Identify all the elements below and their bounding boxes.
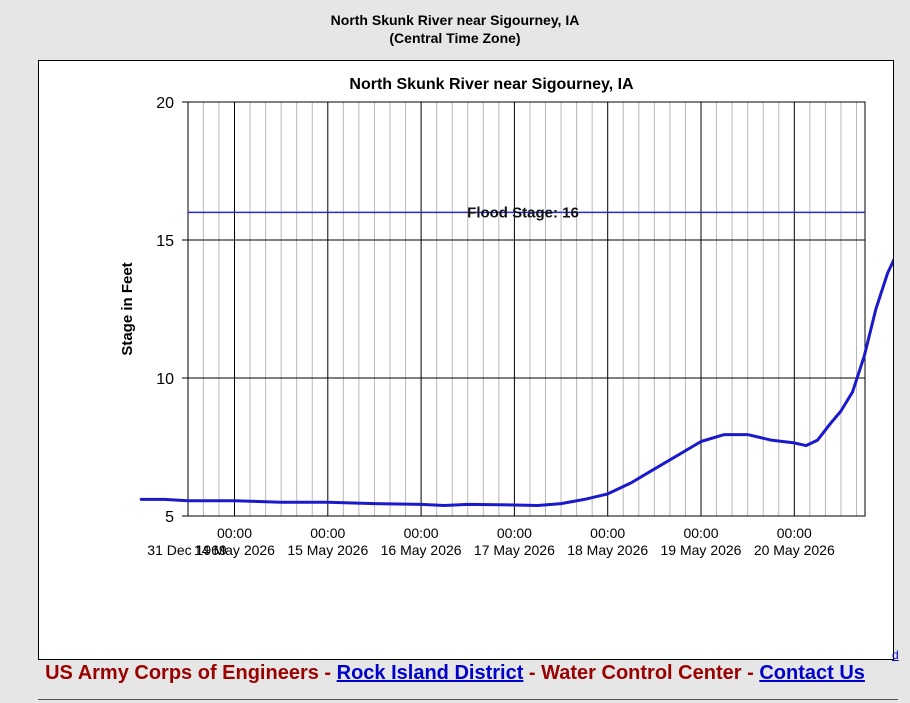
page-subtitle: (Central Time Zone) [389, 30, 521, 46]
page-title: North Skunk River near Sigourney, IA [330, 12, 580, 28]
x-tick-date: 17 May 2026 [474, 542, 555, 558]
rock-island-district-link[interactable]: Rock Island District [336, 662, 524, 684]
stage-chart: 5 10 15 20 Stage in Feet North Skunk River ne… [119, 76, 893, 558]
footer: US Army Corps of Engineers - Rock Island… [0, 662, 910, 685]
x-tick-time: 00:00 [404, 525, 439, 541]
x-tick-date: 16 May 2026 [381, 542, 462, 558]
footer-separator: - [523, 662, 542, 684]
x-tick-time: 00:00 [310, 525, 345, 541]
x-tick-date: 20 May 2026 [754, 542, 835, 558]
x-tick-date: 14 May 2026 [194, 542, 275, 558]
x-tick-date: 18 May 2026 [567, 542, 648, 558]
bottom-rule [38, 699, 898, 700]
x-tick-time: 00:00 [683, 525, 718, 541]
y-tick-label: 20 [156, 95, 174, 112]
contact-us-link[interactable]: Contact Us [759, 662, 865, 684]
y-axis-label: Stage in Feet [119, 262, 136, 355]
chart-frame: 5 10 15 20 Stage in Feet North Skunk River ne… [38, 60, 894, 660]
x-tick-date: 19 May 2026 [661, 542, 742, 558]
x-tick-time: 00:00 [497, 525, 532, 541]
stage-series-line [139, 258, 893, 507]
page-header: North Skunk River near Sigourney, IA (Ce… [0, 11, 910, 47]
plot-border [187, 101, 866, 517]
x-tick-date: 31 Dec 1969 [147, 542, 227, 558]
x-tick-time: 00:00 [590, 525, 625, 541]
y-tick-label: 5 [165, 509, 174, 526]
flood-stage-label: Flood Stage: 16 [467, 204, 579, 221]
x-tick-time: 00:00 [217, 525, 252, 541]
footer-separator: - [741, 662, 760, 684]
x-tick-date: 15 May 2026 [287, 542, 368, 558]
footer-center: Water Control Center [541, 662, 742, 684]
plot-area [188, 102, 865, 516]
footer-org: US Army Corps of Engineers [45, 662, 319, 684]
corner-link[interactable]: d [892, 648, 899, 662]
chart-title: North Skunk River near Sigourney, IA [349, 76, 634, 93]
y-tick-label: 15 [156, 233, 174, 250]
footer-separator: - [318, 662, 337, 684]
y-tick-label: 10 [156, 371, 174, 388]
x-tick-time: 00:00 [777, 525, 812, 541]
